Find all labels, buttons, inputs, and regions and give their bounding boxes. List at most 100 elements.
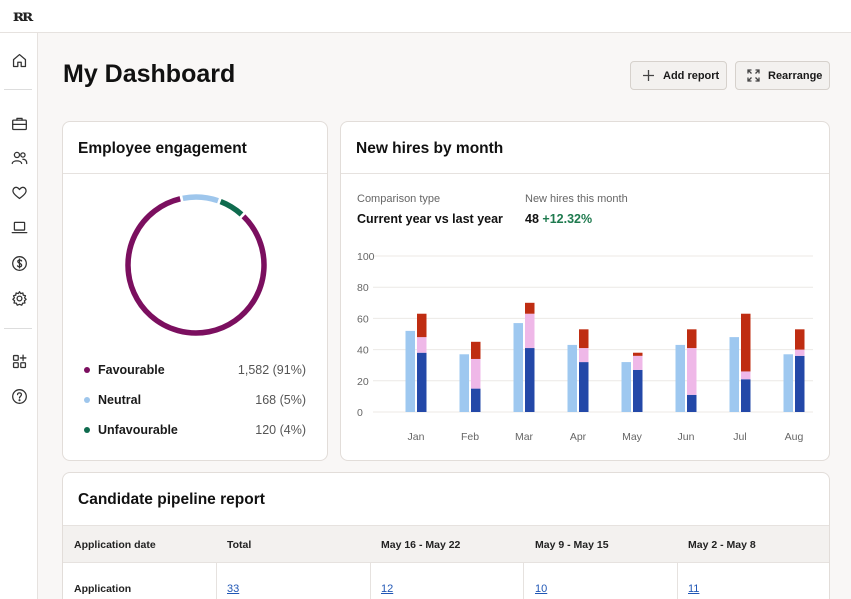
help-icon[interactable]	[9, 386, 29, 406]
page-title: My Dashboard	[63, 60, 236, 88]
week-count-link[interactable]: 10	[535, 583, 548, 595]
unfavourable-dot	[84, 427, 90, 433]
bar-segment[interactable]	[417, 337, 427, 353]
new-hires-change: +12.32%	[542, 212, 593, 226]
week-count-link[interactable]: 11	[688, 583, 700, 595]
table-header: Application date Total May 16 - May 22 M…	[63, 525, 829, 563]
rearrange-button[interactable]: Rearrange	[735, 61, 830, 90]
bar-segment[interactable]	[687, 394, 697, 412]
card-divider	[341, 173, 829, 174]
x-tick-label: Jan	[408, 431, 425, 443]
employee-engagement-card: Employee engagement Favourable 1,582 (91…	[62, 121, 328, 461]
column-divider	[216, 563, 217, 599]
people-icon[interactable]	[9, 147, 29, 167]
bar-last-year[interactable]	[621, 362, 632, 412]
column-header: May 16 - May 22	[381, 539, 461, 551]
bar-segment[interactable]	[417, 313, 427, 338]
bar-last-year[interactable]	[675, 344, 686, 412]
apps-add-icon[interactable]	[9, 351, 29, 371]
neutral-dot	[84, 397, 90, 403]
bar-segment[interactable]	[525, 313, 535, 349]
y-tick-label: 80	[357, 282, 369, 294]
briefcase-icon[interactable]	[9, 113, 29, 133]
sidebar	[0, 33, 38, 599]
laptop-icon[interactable]	[9, 217, 29, 237]
bar-last-year[interactable]	[405, 330, 416, 412]
rearrange-label: Rearrange	[768, 69, 823, 82]
week-count-link[interactable]: 12	[381, 583, 394, 595]
legend-item-neutral: Neutral 168 (5%)	[84, 393, 306, 409]
candidate-pipeline-card: Candidate pipeline report Application da…	[62, 472, 830, 599]
gear-icon[interactable]	[9, 288, 29, 308]
legend-label: Favourable	[98, 363, 165, 377]
y-tick-label: 60	[357, 313, 369, 325]
bar-last-year[interactable]	[459, 354, 470, 412]
app-logo[interactable]: ʀʀ	[13, 6, 33, 25]
favourable-dot	[84, 367, 90, 373]
comparison-type-label: Comparison type	[357, 193, 441, 205]
column-header: Application date	[74, 539, 156, 551]
new-hires-this-month-label: New hires this month	[525, 193, 628, 205]
sidebar-divider	[4, 89, 32, 90]
x-tick-label: Jun	[678, 431, 695, 443]
bar-segment[interactable]	[525, 302, 535, 314]
donut-slice-favourable[interactable]	[125, 196, 267, 336]
legend-value: 1,582 (91%)	[237, 363, 306, 377]
bar-segment[interactable]	[579, 348, 589, 363]
bar-last-year[interactable]	[783, 354, 794, 412]
donut-slice-neutral[interactable]	[182, 194, 219, 204]
x-tick-label: Jul	[733, 431, 746, 443]
y-tick-label: 20	[357, 376, 369, 388]
donut-slice-unfavourable[interactable]	[219, 199, 244, 217]
bar-segment[interactable]	[741, 313, 751, 372]
new-hires-count: 48	[525, 212, 539, 226]
y-tick-label: 0	[357, 407, 363, 419]
bar-last-year[interactable]	[567, 344, 578, 412]
bar-segment[interactable]	[525, 348, 535, 412]
bar-last-year[interactable]	[729, 337, 740, 412]
legend-item-favourable: Favourable 1,582 (91%)	[84, 363, 306, 379]
new-hires-this-month-value: 48 +12.32%	[525, 212, 592, 226]
total-link[interactable]: 33	[227, 583, 240, 595]
legend-label: Neutral	[98, 393, 142, 407]
x-tick-label: May	[622, 431, 643, 443]
plus-icon	[642, 69, 655, 82]
bar-segment[interactable]	[795, 355, 805, 412]
x-tick-label: Aug	[785, 431, 804, 443]
x-tick-label: Feb	[461, 431, 479, 443]
bar-segment[interactable]	[471, 341, 481, 359]
legend-value: 168 (5%)	[255, 393, 306, 407]
column-divider	[677, 563, 678, 599]
new-hires-bar-chart: 0 20 40 60 80 100 Jan Feb Mar Apr May Jun Jul Aug	[357, 251, 813, 443]
bar-segment[interactable]	[741, 379, 751, 412]
comparison-type-value: Current year vs last year	[357, 212, 503, 226]
column-divider	[523, 563, 524, 599]
card-title: Employee engagement	[78, 140, 247, 157]
bar-segment[interactable]	[795, 349, 805, 356]
bar-segment[interactable]	[633, 369, 643, 412]
card-title: New hires by month	[356, 140, 504, 157]
bar-segment[interactable]	[579, 329, 589, 349]
bar-segment[interactable]	[417, 352, 427, 412]
heart-icon[interactable]	[9, 182, 29, 202]
bar-segment[interactable]	[633, 352, 643, 356]
top-bar: ʀʀ	[0, 0, 851, 33]
bar-segment[interactable]	[687, 329, 697, 349]
bar-segment[interactable]	[633, 355, 643, 370]
add-report-button[interactable]: Add report	[630, 61, 727, 90]
column-header: May 9 - May 15	[535, 539, 609, 551]
legend-item-unfavourable: Unfavourable 120 (4%)	[84, 423, 306, 439]
bar-segment[interactable]	[471, 358, 481, 389]
bar-segment[interactable]	[471, 388, 481, 412]
home-icon[interactable]	[9, 50, 29, 70]
bar-segment[interactable]	[741, 371, 751, 380]
bar-last-year[interactable]	[513, 323, 524, 412]
column-header: Total	[227, 539, 252, 551]
sidebar-divider	[4, 328, 32, 329]
card-title: Candidate pipeline report	[78, 491, 265, 508]
dollar-icon[interactable]	[9, 253, 29, 273]
bar-segment[interactable]	[579, 362, 589, 412]
legend-label: Unfavourable	[98, 423, 178, 437]
bar-segment[interactable]	[687, 348, 697, 395]
bar-segment[interactable]	[795, 329, 805, 350]
